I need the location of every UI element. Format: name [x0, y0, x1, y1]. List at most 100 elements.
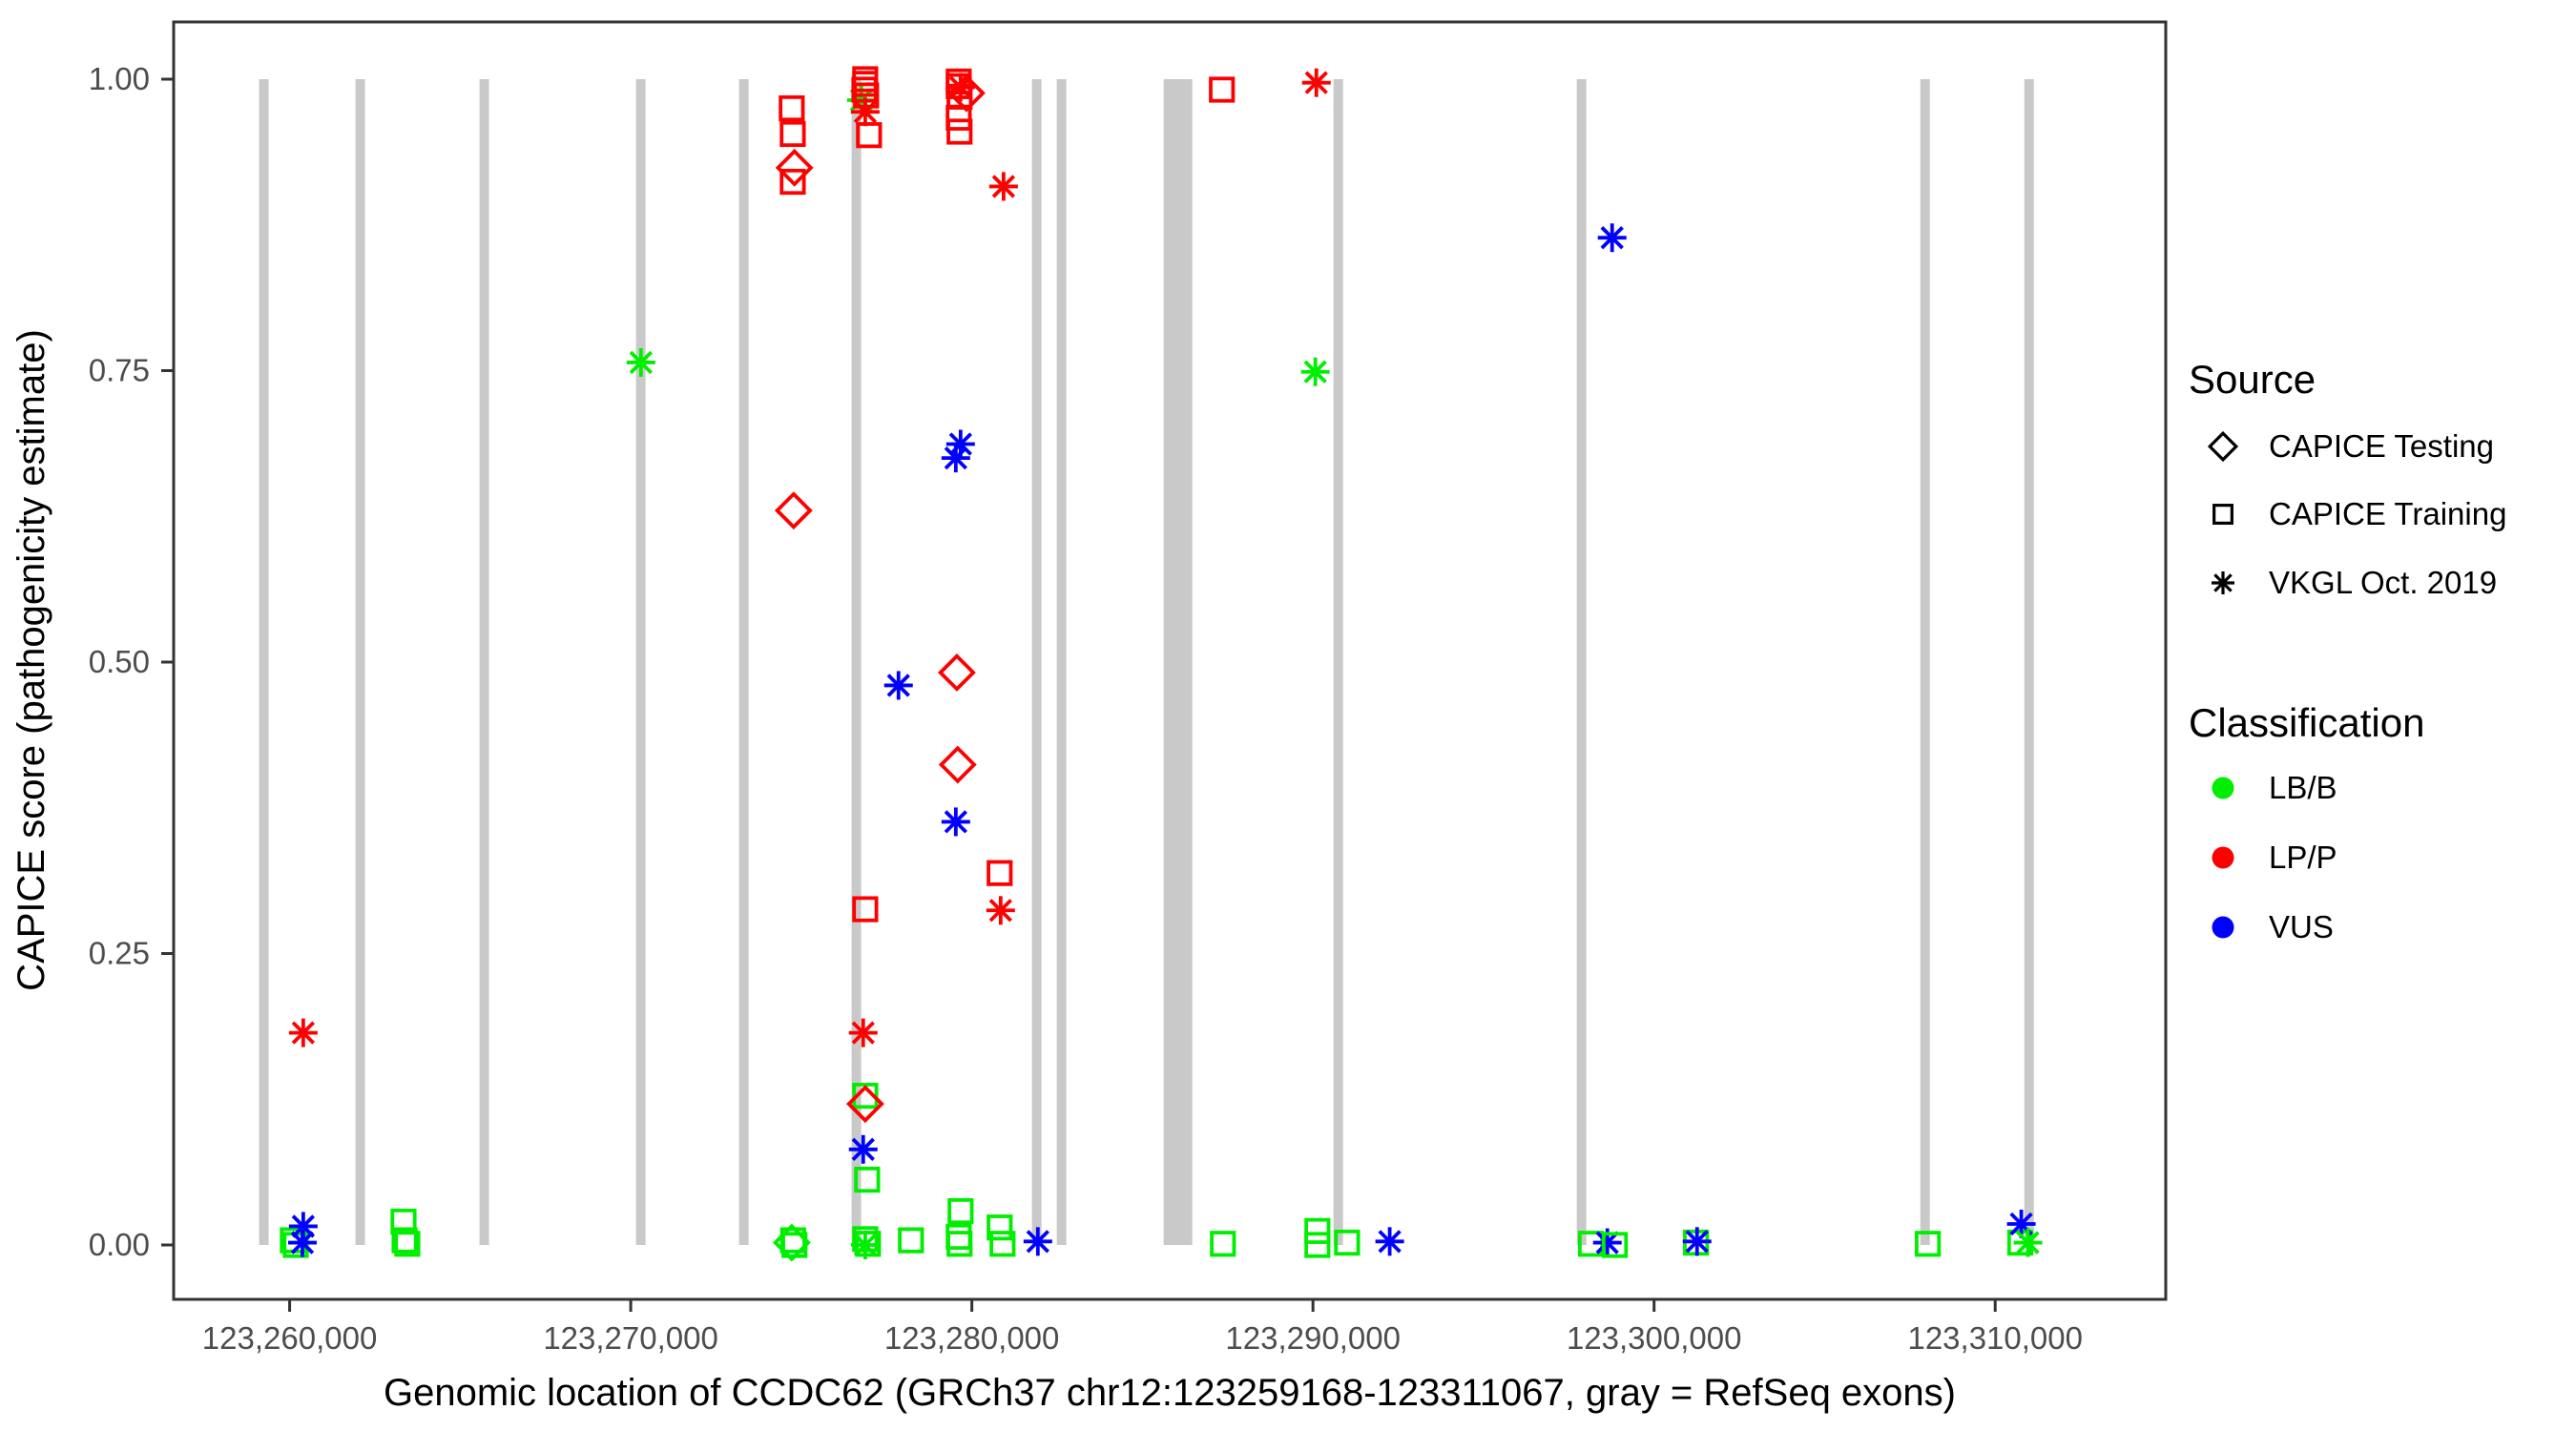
refseq-exon-bar	[1031, 79, 1042, 1245]
point-square	[781, 1232, 808, 1258]
legend-color-dot	[2212, 777, 2234, 799]
asterisk-arm	[291, 1214, 316, 1238]
point-square	[898, 1227, 924, 1254]
y-tick-label: 0.25	[89, 936, 150, 971]
asterisk-arm	[2009, 1212, 2033, 1236]
point-square	[854, 1166, 881, 1193]
asterisk-arm	[629, 350, 653, 375]
legend-item-lbb: LB/B	[2269, 770, 2337, 805]
refseq-exon-bar	[1333, 79, 1343, 1245]
point-square	[946, 1231, 973, 1257]
point-asterisk	[1300, 357, 1330, 386]
point-square	[1304, 1232, 1331, 1258]
point-asterisk	[1682, 1227, 1712, 1256]
axis-layer: 123,260,000 123,270,000 123,280,000 123,290…	[89, 61, 2083, 1356]
point-diamond	[774, 491, 813, 530]
point-square	[391, 1227, 418, 1254]
y-tick-label: 0.75	[89, 353, 150, 388]
point-asterisk	[848, 1134, 878, 1164]
x-tick-label: 123,260,000	[202, 1320, 378, 1356]
refseq-exon-bar	[635, 79, 646, 1245]
legend-item-vkgl: VKGL Oct. 2019	[2269, 565, 2497, 600]
point-square	[1915, 1231, 1942, 1257]
legend-source-title: Source	[2189, 357, 2316, 402]
refseq-exon-bar	[355, 79, 365, 1245]
asterisk-arm	[944, 810, 967, 834]
asterisk-arm	[886, 674, 910, 697]
legend-color-dot	[2212, 916, 2234, 939]
point-square	[1601, 1232, 1629, 1258]
x-tick-label: 123,300,000	[1567, 1320, 1742, 1356]
point-asterisk	[287, 1228, 317, 1257]
point-square	[987, 860, 1013, 886]
asterisk-arm	[851, 1137, 875, 1161]
asterisk-arm	[851, 1021, 875, 1045]
point-square	[852, 896, 879, 923]
y-axis-title: CAPICE score (pathogenicity estimate)	[10, 329, 52, 991]
point-diamond	[938, 745, 977, 784]
refseq-exon-bar	[738, 79, 749, 1245]
point-asterisk	[288, 1018, 318, 1047]
asterisk-arm	[991, 175, 1016, 198]
data-point-layer	[280, 66, 2043, 1262]
refseq-exon-bar	[479, 79, 489, 1245]
point-asterisk	[2212, 571, 2234, 594]
point-square	[779, 168, 806, 196]
legend-item-vus: VUS	[2269, 909, 2334, 944]
point-square	[945, 104, 972, 131]
y-tick-label: 0.00	[89, 1227, 150, 1262]
y-tick-label: 1.00	[89, 61, 150, 96]
legend-classification: Classification LB/B LP/P VUS	[2189, 700, 2424, 944]
point-asterisk	[986, 896, 1015, 925]
point-square	[947, 1197, 974, 1225]
asterisk-arm	[948, 432, 972, 456]
asterisk-arm	[988, 899, 1012, 923]
exon-layer	[259, 79, 2034, 1245]
point-square	[1210, 1231, 1236, 1257]
asterisk-arm	[1303, 360, 1327, 384]
point-diamond	[2207, 430, 2239, 463]
point-square	[946, 118, 973, 145]
legend-item-capice-training: CAPICE Training	[2269, 496, 2506, 531]
asterisk-arm	[290, 1231, 315, 1255]
refseq-exon-bar	[851, 79, 862, 1245]
point-square	[989, 1231, 1016, 1257]
asterisk-arm	[944, 446, 967, 470]
legend-classification-symbols	[2212, 777, 2234, 939]
refseq-exon-bar	[2024, 79, 2034, 1245]
point-asterisk	[2013, 1228, 2043, 1257]
point-square	[779, 120, 806, 148]
refseq-exon-bar	[1920, 79, 1930, 1245]
point-square	[779, 94, 805, 122]
asterisk-arm	[948, 75, 972, 99]
point-diamond	[937, 653, 976, 692]
point-asterisk	[941, 807, 970, 837]
asterisk-arm	[1026, 1230, 1049, 1254]
x-tick-label: 123,310,000	[1907, 1320, 2083, 1356]
point-asterisk	[883, 671, 913, 700]
asterisk-arm	[1685, 1230, 1709, 1254]
legend-source-symbols	[2207, 430, 2239, 594]
point-diamond	[775, 148, 814, 187]
refseq-exon-bar	[1576, 79, 1587, 1245]
x-axis-title: Genomic location of CCDC62 (GRCh37 chr12…	[384, 1372, 1956, 1414]
point-square	[1209, 76, 1236, 103]
asterisk-arm	[2213, 573, 2233, 592]
point-square	[1304, 1217, 1331, 1244]
legend-classification-title: Classification	[2189, 700, 2424, 745]
point-asterisk	[941, 444, 970, 473]
point-asterisk	[988, 172, 1018, 201]
point-square	[987, 1214, 1013, 1241]
legend-color-dot	[2212, 846, 2234, 869]
point-asterisk	[1023, 1227, 1052, 1256]
point-square	[856, 122, 883, 149]
point-asterisk	[850, 97, 880, 127]
asterisk-arm	[1595, 1231, 1619, 1255]
asterisk-arm	[1600, 226, 1624, 250]
refseq-exon-bar	[1056, 79, 1067, 1245]
legend-item-lpp: LP/P	[2269, 840, 2337, 875]
point-asterisk	[1375, 1227, 1404, 1256]
panel-border	[172, 20, 2168, 1301]
